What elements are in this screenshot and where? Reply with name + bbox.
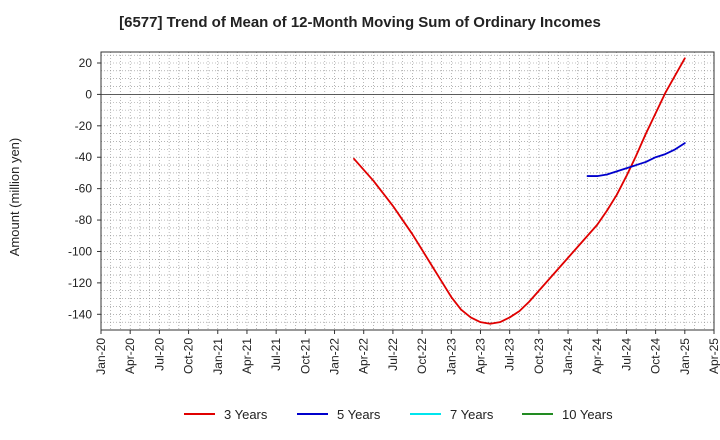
series-layer (353, 57, 686, 325)
x-tick-label: Oct-20 (182, 338, 196, 374)
x-tick-label: Jul-24 (619, 338, 633, 371)
grid (100, 52, 715, 330)
y-tick-label: -20 (75, 119, 93, 133)
x-tick-label: Jul-22 (386, 338, 400, 371)
x-tick-label: Jan-25 (678, 338, 692, 375)
x-tick-label: Jan-20 (94, 338, 108, 375)
x-tick-label: Oct-22 (415, 338, 429, 374)
x-tick-label: Apr-24 (590, 338, 604, 374)
x-tick-label: Apr-25 (707, 338, 720, 374)
x-tick-label: Jan-23 (444, 338, 458, 375)
x-tick-label: Jan-22 (328, 338, 342, 375)
legend-label: 5 Years (337, 407, 381, 422)
legend: 3 Years 5 Years 7 Years 10 Years (184, 407, 613, 422)
y-tick-label: -60 (75, 182, 93, 196)
y-tick-label: 20 (79, 56, 93, 70)
legend-label: 10 Years (562, 407, 613, 422)
x-tick-label: Jul-21 (269, 338, 283, 371)
x-tick-label: Apr-21 (240, 338, 254, 374)
y-tick-label: 0 (85, 87, 92, 101)
x-tick-label: Oct-24 (649, 338, 663, 374)
x-tick-label: Jan-24 (561, 338, 575, 375)
series-line-1 (586, 142, 686, 177)
x-tick-label: Apr-20 (123, 338, 137, 374)
y-tick-label: -80 (75, 213, 93, 227)
y-tick-label: -120 (68, 276, 92, 290)
x-tick-label: Oct-21 (298, 338, 312, 374)
legend-label: 3 Years (224, 407, 268, 422)
axes: 20 0 -20 -40 -60 -80 -100 -120 -140 Jan-20 Apr-20 J… (7, 51, 720, 375)
y-axis-label: Amount (million yen) (7, 138, 22, 257)
chart-title: [6577] Trend of Mean of 12-Month Moving … (119, 14, 601, 31)
x-tick-label: Jul-20 (152, 338, 166, 371)
x-tick-label: Apr-22 (357, 338, 371, 374)
y-tick-label: -100 (68, 244, 92, 258)
x-tick-label: Apr-23 (473, 338, 487, 374)
legend-label: 7 Years (450, 407, 494, 422)
series-line-0 (353, 57, 686, 325)
x-tick-label: Jan-21 (211, 338, 225, 375)
y-tick-label: -140 (68, 307, 92, 321)
plot-frame (100, 51, 715, 331)
x-tick-label: Jul-23 (503, 338, 517, 371)
x-tick-label: Oct-23 (532, 338, 546, 374)
y-tick-label: -40 (75, 150, 93, 164)
